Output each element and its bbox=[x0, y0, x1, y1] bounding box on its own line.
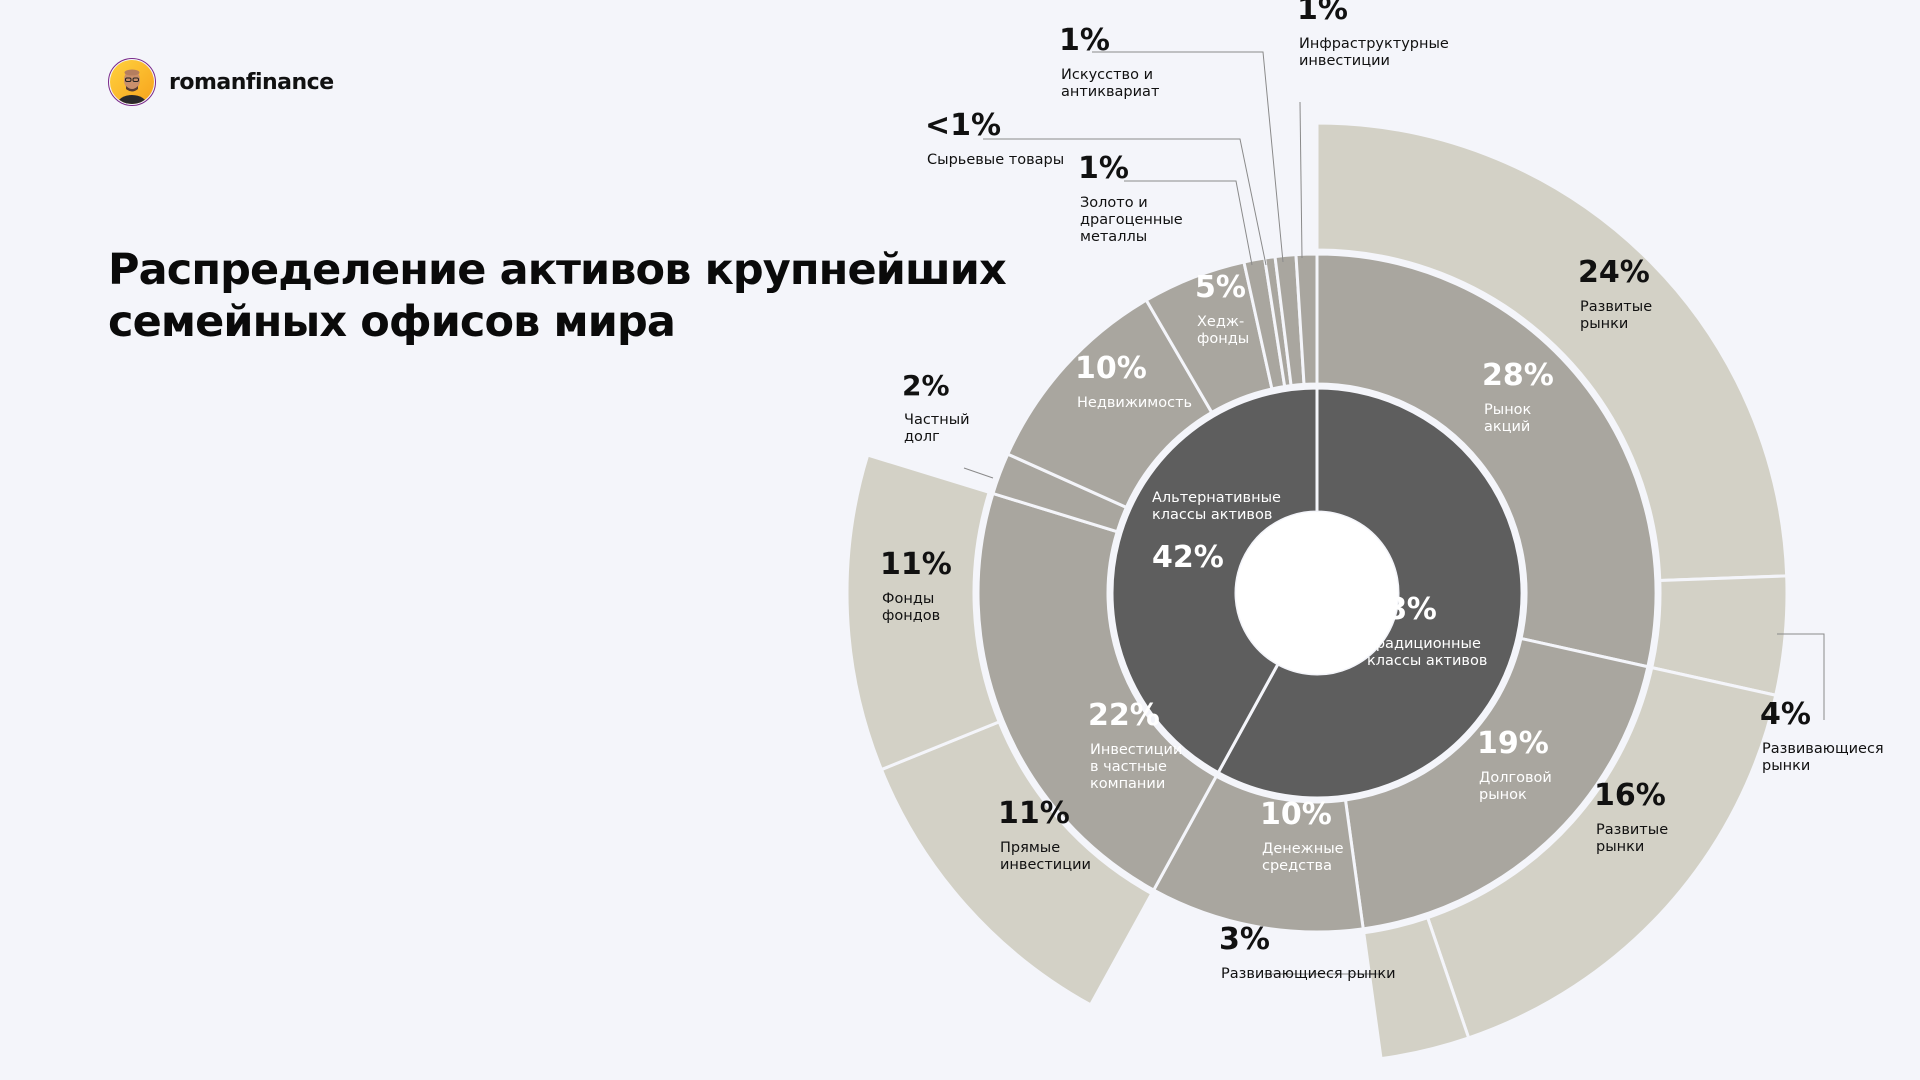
label-outer-инвестиции-в-частные-компании-фонды-фондов-name-line: Фонды bbox=[882, 591, 934, 607]
label-outer-инвестиции-в-частные-компании-фонды-фондов-name-line: фондов bbox=[882, 608, 940, 624]
label-middle-альтернативные-классы-активов-искусство-и-антиквариат-name-line: антиквариат bbox=[1061, 84, 1160, 100]
label-middle-альтернативные-классы-активов-частный-долг-name-line: долг bbox=[904, 429, 940, 445]
label-inner-традиционные-классы-активов-name-line: Традиционные bbox=[1366, 636, 1481, 652]
label-middle-альтернативные-классы-активов-инвестиции-в-частные-компании-name-line: в частные bbox=[1090, 759, 1167, 775]
label-middle-традиционные-классы-активов-денежные-средства-name-line: средства bbox=[1262, 858, 1332, 874]
label-outer-долговой-рынок-развивающиеся-рынки-name-line: Развивающиеся рынки bbox=[1221, 966, 1396, 982]
label-middle-альтернативные-классы-активов-хедж-фонды-name-line: Хедж- bbox=[1197, 314, 1244, 330]
label-middle-альтернативные-классы-активов-инвестиции-в-частные-компании-percent: 22% bbox=[1088, 698, 1160, 733]
ring-middle-инфраструктурные-инвестиции bbox=[1294, 252, 1319, 386]
label-middle-альтернативные-классы-активов-искусство-и-антиквариат-name-line: Искусство и bbox=[1061, 67, 1153, 83]
label-outer-инвестиции-в-частные-компании-прямые-инвестиции-percent: 11% bbox=[998, 796, 1070, 831]
label-middle-альтернативные-классы-активов-искусство-и-антиквариат-percent: 1% bbox=[1059, 23, 1110, 58]
ring-outer-долговой-рынок-развивающиеся-рынки bbox=[1362, 916, 1471, 1061]
label-outer-рынок-акций-развивающиеся-рынки-name-line: Развивающиеся bbox=[1762, 741, 1884, 757]
label-middle-альтернативные-классы-активов-недвижимость-percent: 10% bbox=[1075, 351, 1147, 386]
label-outer-рынок-акций-развитые-рынки-name-line: Развитые bbox=[1580, 299, 1652, 315]
label-middle-альтернативные-классы-активов-искусство-и-антиквариат-leader-line bbox=[1092, 51, 1284, 263]
label-middle-традиционные-классы-активов-долговой-рынок-name-line: Долговой bbox=[1479, 770, 1552, 786]
brand: romanfinance bbox=[108, 58, 334, 106]
label-outer-рынок-акций-развитые-рынки-name-line: рынки bbox=[1580, 316, 1628, 332]
label-inner-альтернативные-классы-активов-name-line: классы активов bbox=[1152, 507, 1272, 523]
label-middle-традиционные-классы-активов-рынок-акций-percent: 28% bbox=[1482, 358, 1554, 393]
label-inner-альтернативные-классы-активов-name-line: Альтернативные bbox=[1152, 490, 1281, 506]
label-middle-альтернативные-классы-активов-сырьевые-товары-percent: <1% bbox=[925, 108, 1001, 143]
label-middle-альтернативные-классы-активов-инфраструктурные-инвестиции-name-line: Инфраструктурные bbox=[1299, 36, 1449, 52]
label-middle-альтернативные-классы-активов-частный-долг-leader-line bbox=[963, 467, 994, 479]
label-outer-долговой-рынок-развитые-рынки-percent: 16% bbox=[1594, 778, 1666, 813]
label-middle-традиционные-классы-активов-денежные-средства-name-line: Денежные bbox=[1262, 841, 1344, 857]
label-middle-альтернативные-классы-активов-инвестиции-в-частные-компании-name-line: компании bbox=[1090, 776, 1165, 792]
label-outer-долговой-рынок-развитые-рынки-name-line: рынки bbox=[1596, 839, 1644, 855]
label-middle-альтернативные-классы-активов-золото-и-драгоценные-металлы-name-line: драгоценные bbox=[1080, 212, 1183, 228]
label-middle-традиционные-классы-активов-денежные-средства-percent: 10% bbox=[1260, 797, 1332, 832]
label-middle-альтернативные-классы-активов-частный-долг-name-line: Частный bbox=[904, 412, 970, 428]
label-middle-альтернативные-классы-активов-сырьевые-товары-leader-line bbox=[983, 138, 1267, 266]
label-outer-рынок-акций-развивающиеся-рынки-leader-line bbox=[1777, 633, 1825, 720]
ring-outer-рынок-акций-развитые-рынки bbox=[1315, 121, 1789, 583]
ring-outer-инвестиции-в-частные-компании-фонды-фондов bbox=[845, 453, 1001, 772]
ring-middle-инвестиции-в-частные-компании bbox=[976, 492, 1218, 892]
brand-name: romanfinance bbox=[169, 69, 334, 95]
label-outer-долговой-рынок-развитые-рынки-name-line: Развитые bbox=[1596, 822, 1668, 838]
label-outer-инвестиции-в-частные-компании-фонды-фондов-percent: 11% bbox=[880, 547, 952, 582]
label-outer-долговой-рынок-развивающиеся-рынки-percent: 3% bbox=[1219, 922, 1270, 957]
label-outer-инвестиции-в-частные-компании-прямые-инвестиции-name-line: Прямые bbox=[1000, 840, 1060, 856]
label-middle-альтернативные-классы-активов-недвижимость-name-line: Недвижимость bbox=[1077, 395, 1192, 411]
label-middle-традиционные-классы-активов-рынок-акций-name-line: акций bbox=[1484, 419, 1530, 435]
label-inner-традиционные-классы-активов-percent: 58% bbox=[1365, 592, 1437, 627]
page-title: Распределение активов крупнейших семейны… bbox=[108, 245, 1007, 347]
center-hole bbox=[1236, 512, 1398, 674]
label-middle-альтернативные-классы-активов-золото-и-драгоценные-металлы-percent: 1% bbox=[1078, 151, 1129, 186]
label-middle-альтернативные-классы-активов-инфраструктурные-инвестиции-name-line: инвестиции bbox=[1299, 53, 1390, 69]
avatar bbox=[108, 58, 156, 106]
label-middle-альтернативные-классы-активов-хедж-фонды-percent: 5% bbox=[1195, 270, 1246, 305]
label-middle-альтернативные-классы-активов-инфраструктурные-инвестиции-leader-line bbox=[1299, 101, 1303, 259]
ring-middle-рынок-акций bbox=[1315, 252, 1658, 669]
label-middle-традиционные-классы-активов-рынок-акций-name-line: Рынок bbox=[1484, 402, 1532, 418]
label-middle-альтернативные-классы-активов-сырьевые-товары-name-line: Сырьевые товары bbox=[927, 152, 1064, 168]
label-middle-альтернативные-классы-активов-хедж-фонды-name-line: фонды bbox=[1197, 331, 1249, 347]
label-middle-традиционные-классы-активов-долговой-рынок-name-line: рынок bbox=[1479, 787, 1527, 803]
label-middle-альтернативные-классы-активов-инфраструктурные-инвестиции-percent: 1% bbox=[1297, 0, 1348, 27]
label-middle-альтернативные-классы-активов-инвестиции-в-частные-компании-name-line: Инвестиции bbox=[1090, 742, 1182, 758]
ring-middle-долговой-рынок bbox=[1343, 636, 1650, 931]
label-outer-рынок-акций-развивающиеся-рынки-name-line: рынки bbox=[1762, 758, 1810, 774]
label-inner-традиционные-классы-активов-name-line: классы активов bbox=[1367, 653, 1487, 669]
label-outer-инвестиции-в-частные-компании-прямые-инвестиции-name-line: инвестиции bbox=[1000, 857, 1091, 873]
label-middle-альтернативные-классы-активов-золото-и-драгоценные-металлы-leader-line bbox=[1124, 180, 1253, 266]
label-outer-рынок-акций-развитые-рынки-percent: 24% bbox=[1578, 255, 1650, 290]
label-middle-альтернативные-классы-активов-частный-долг-percent: 2% bbox=[902, 369, 950, 402]
label-outer-рынок-акций-развивающиеся-рынки-percent: 4% bbox=[1760, 697, 1811, 732]
label-middle-альтернативные-классы-активов-золото-и-драгоценные-металлы-name-line: металлы bbox=[1080, 229, 1147, 245]
label-middle-альтернативные-классы-активов-золото-и-драгоценные-металлы-name-line: Золото и bbox=[1080, 195, 1148, 211]
label-middle-традиционные-классы-активов-долговой-рынок-percent: 19% bbox=[1477, 726, 1549, 761]
label-inner-альтернативные-классы-активов-percent: 42% bbox=[1152, 540, 1224, 575]
